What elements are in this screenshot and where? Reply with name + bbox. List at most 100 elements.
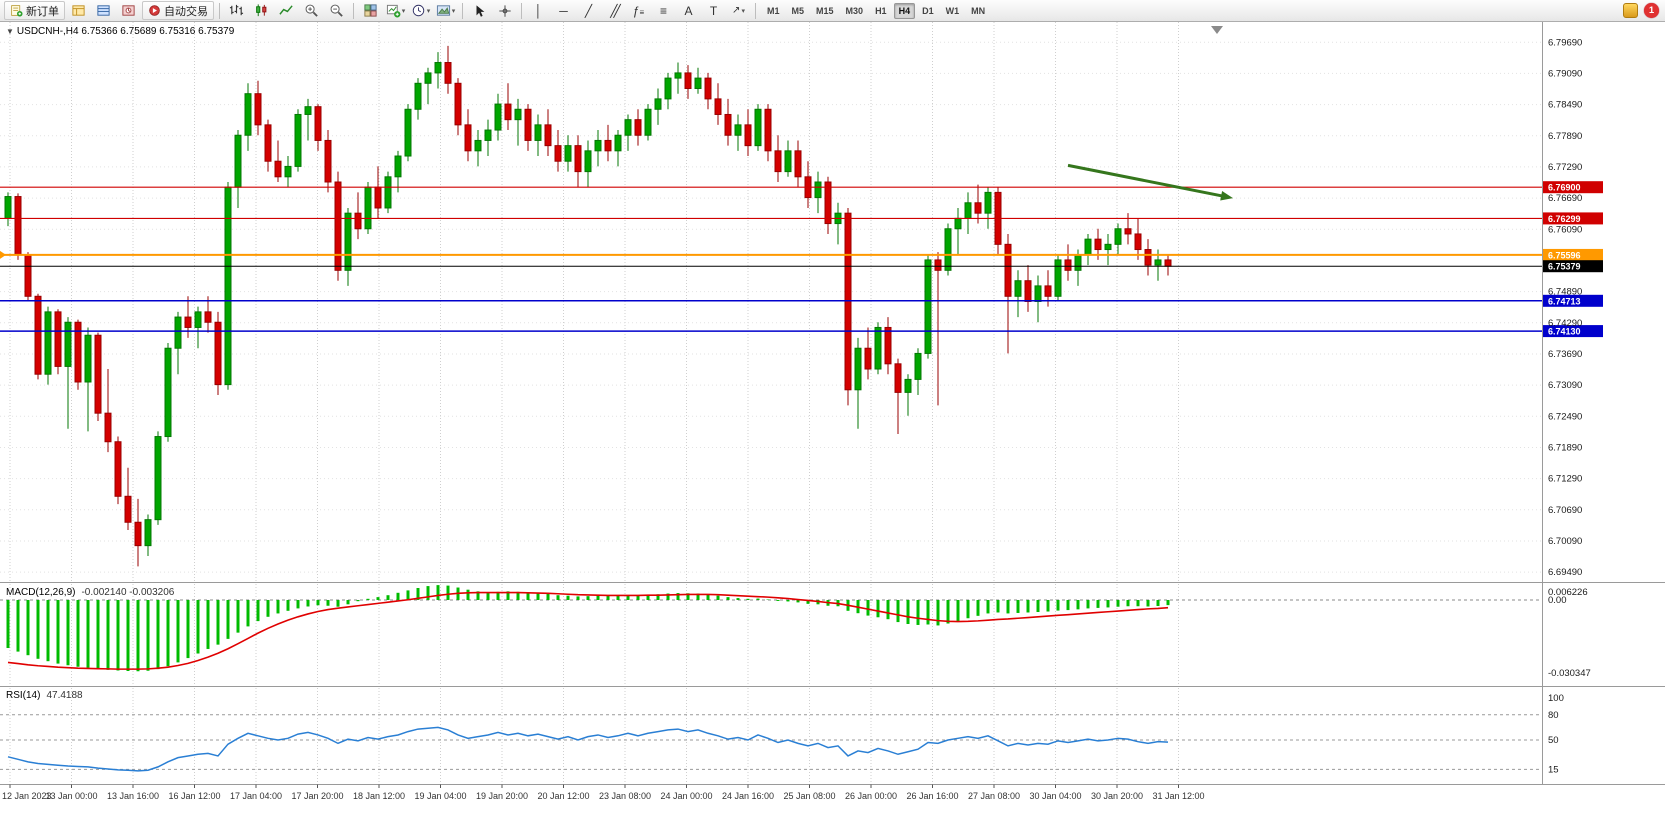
timeframe-button-M30[interactable]: M30: [845, 5, 864, 16]
level-lines[interactable]: [0, 186, 1542, 332]
chart-shift-marker[interactable]: [1211, 26, 1223, 34]
svg-text:6.71890: 6.71890: [1548, 442, 1582, 453]
timeframe-button-M5[interactable]: M5: [791, 5, 805, 16]
svg-text:15: 15: [1548, 764, 1559, 775]
svg-text:30 Jan 04:00: 30 Jan 04:00: [1029, 791, 1081, 801]
auto-trading-button[interactable]: 自动交易: [142, 1, 214, 20]
svg-text:6.76090: 6.76090: [1548, 224, 1582, 235]
svg-text:6.76299: 6.76299: [1548, 214, 1581, 224]
new-order-label: 新订单: [26, 5, 59, 18]
toolbar-separator: [462, 2, 463, 19]
price-axis[interactable]: 6.79690 6.79090 6.78490 6.77890 6.77290 6.766…: [1548, 37, 1582, 578]
svg-text:6.69490: 6.69490: [1548, 567, 1582, 578]
rsi-panel: 100 80 50 15: [0, 693, 1564, 775]
svg-text:6.71290: 6.71290: [1548, 474, 1582, 485]
text-label-icon: T: [709, 3, 718, 18]
svg-text:6.75379: 6.75379: [1548, 262, 1581, 272]
chevron-down-icon: ▾: [426, 7, 431, 15]
vertical-line-tool-button[interactable]: │: [527, 1, 550, 21]
arrows-tool-button[interactable]: ↗ ▾: [727, 1, 750, 21]
svg-text:6.78490: 6.78490: [1548, 100, 1582, 111]
text-tool-button[interactable]: A: [677, 1, 700, 21]
svg-text:6.76900: 6.76900: [1548, 183, 1581, 193]
text-icon: A: [684, 3, 693, 18]
zoom-in-icon: [305, 4, 318, 17]
svg-text:0.00: 0.00: [1548, 595, 1567, 606]
timeframe-button-M15[interactable]: M15: [816, 5, 834, 16]
svg-text:23 Jan 08:00: 23 Jan 08:00: [599, 791, 651, 801]
svg-text:13 Jan 16:00: 13 Jan 16:00: [107, 791, 159, 801]
svg-text:25 Jan 08:00: 25 Jan 08:00: [783, 791, 835, 801]
market-watch-button[interactable]: [67, 1, 90, 21]
timeframe-button-M1[interactable]: M1: [767, 5, 780, 16]
bar-chart-mode-button[interactable]: [225, 1, 248, 21]
svg-text:6.73090: 6.73090: [1548, 380, 1582, 391]
svg-text:6.77890: 6.77890: [1548, 131, 1582, 142]
navigator-button[interactable]: [117, 1, 140, 21]
navigator-icon: [122, 5, 135, 16]
crosshair-icon: [498, 4, 511, 17]
templates-button[interactable]: ▾: [434, 1, 457, 21]
data-window-icon: [97, 5, 110, 16]
notification-badge[interactable]: 1: [1644, 3, 1659, 18]
svg-text:17 Jan 04:00: 17 Jan 04:00: [230, 791, 282, 801]
toolbar-separator: [219, 2, 220, 19]
svg-text:19 Jan 20:00: 19 Jan 20:00: [476, 791, 528, 801]
text-label-tool-button[interactable]: T: [702, 1, 725, 21]
svg-text:17 Jan 20:00: 17 Jan 20:00: [291, 791, 343, 801]
svg-text:-0.030347: -0.030347: [1548, 668, 1591, 679]
svg-text:6.74290: 6.74290: [1548, 318, 1582, 329]
price-tags: 6.76900 6.76299 6.75596 6.75379 6.74713 6.741…: [1543, 181, 1603, 338]
fibonacci-tool-button[interactable]: ƒ≡: [627, 1, 650, 21]
svg-text:6.73690: 6.73690: [1548, 349, 1582, 360]
toolbar-separator: [755, 2, 756, 19]
svg-text:6.75596: 6.75596: [1548, 250, 1581, 260]
channel-tool-button[interactable]: ╱╱: [602, 1, 625, 21]
line-chart-mode-button[interactable]: [275, 1, 298, 21]
clock-icon: [412, 4, 424, 17]
timeframe-button-H1[interactable]: H1: [875, 5, 887, 16]
trendline-tool-button[interactable]: ╱: [577, 1, 600, 21]
svg-text:24 Jan 16:00: 24 Jan 16:00: [722, 791, 774, 801]
svg-text:6.79090: 6.79090: [1548, 68, 1582, 79]
data-window-button[interactable]: [92, 1, 115, 21]
vertical-line-icon: │: [534, 3, 543, 18]
new-order-button[interactable]: 新订单: [4, 1, 65, 20]
svg-text:6.77290: 6.77290: [1548, 162, 1582, 173]
template-icon: [436, 5, 450, 16]
svg-text:19 Jan 04:00: 19 Jan 04:00: [414, 791, 466, 801]
new-chart-button[interactable]: ▾: [384, 1, 407, 21]
svg-text:24 Jan 00:00: 24 Jan 00:00: [660, 791, 712, 801]
timeframe-button-W1[interactable]: W1: [945, 5, 960, 16]
line-chart-icon: [279, 5, 293, 15]
alerts-icon[interactable]: [1623, 3, 1638, 18]
timeframe-button-D1[interactable]: D1: [922, 5, 934, 16]
svg-text:100: 100: [1548, 693, 1564, 704]
market-watch-icon: [72, 5, 85, 16]
shapes-tool-button[interactable]: ≡: [652, 1, 675, 21]
horizontal-line-tool-button[interactable]: ─: [552, 1, 575, 21]
new-chart-icon: [386, 4, 401, 18]
svg-text:6.74713: 6.74713: [1548, 296, 1581, 306]
crosshair-tool-button[interactable]: [493, 1, 516, 21]
svg-text:80: 80: [1548, 710, 1559, 721]
timeframe-button-MN[interactable]: MN: [971, 5, 986, 16]
candlestick-chart-mode-button[interactable]: [250, 1, 273, 21]
candlesticks: [4, 45, 1172, 567]
chart-canvas[interactable]: 6.76900 6.76299 6.75596 6.75379 6.74713 6.741…: [0, 22, 1665, 812]
candlestick-chart-icon: [256, 4, 267, 17]
cursor-tool-button[interactable]: [468, 1, 491, 21]
zoom-out-button[interactable]: [325, 1, 348, 21]
chevron-down-icon: ▾: [401, 7, 406, 15]
fibonacci-icon: ƒ≡: [632, 3, 645, 18]
auto-trading-label: 自动交易: [164, 5, 208, 18]
periods-button[interactable]: ▾: [409, 1, 432, 21]
zoom-in-button[interactable]: [300, 1, 323, 21]
timeframe-button-H4[interactable]: H4: [893, 2, 916, 19]
tile-windows-button[interactable]: [359, 1, 382, 21]
trend-arrow[interactable]: [1067, 163, 1233, 201]
panel-borders[interactable]: [0, 22, 1665, 785]
svg-text:26 Jan 00:00: 26 Jan 00:00: [845, 791, 897, 801]
shapes-icon: ≡: [659, 3, 667, 18]
